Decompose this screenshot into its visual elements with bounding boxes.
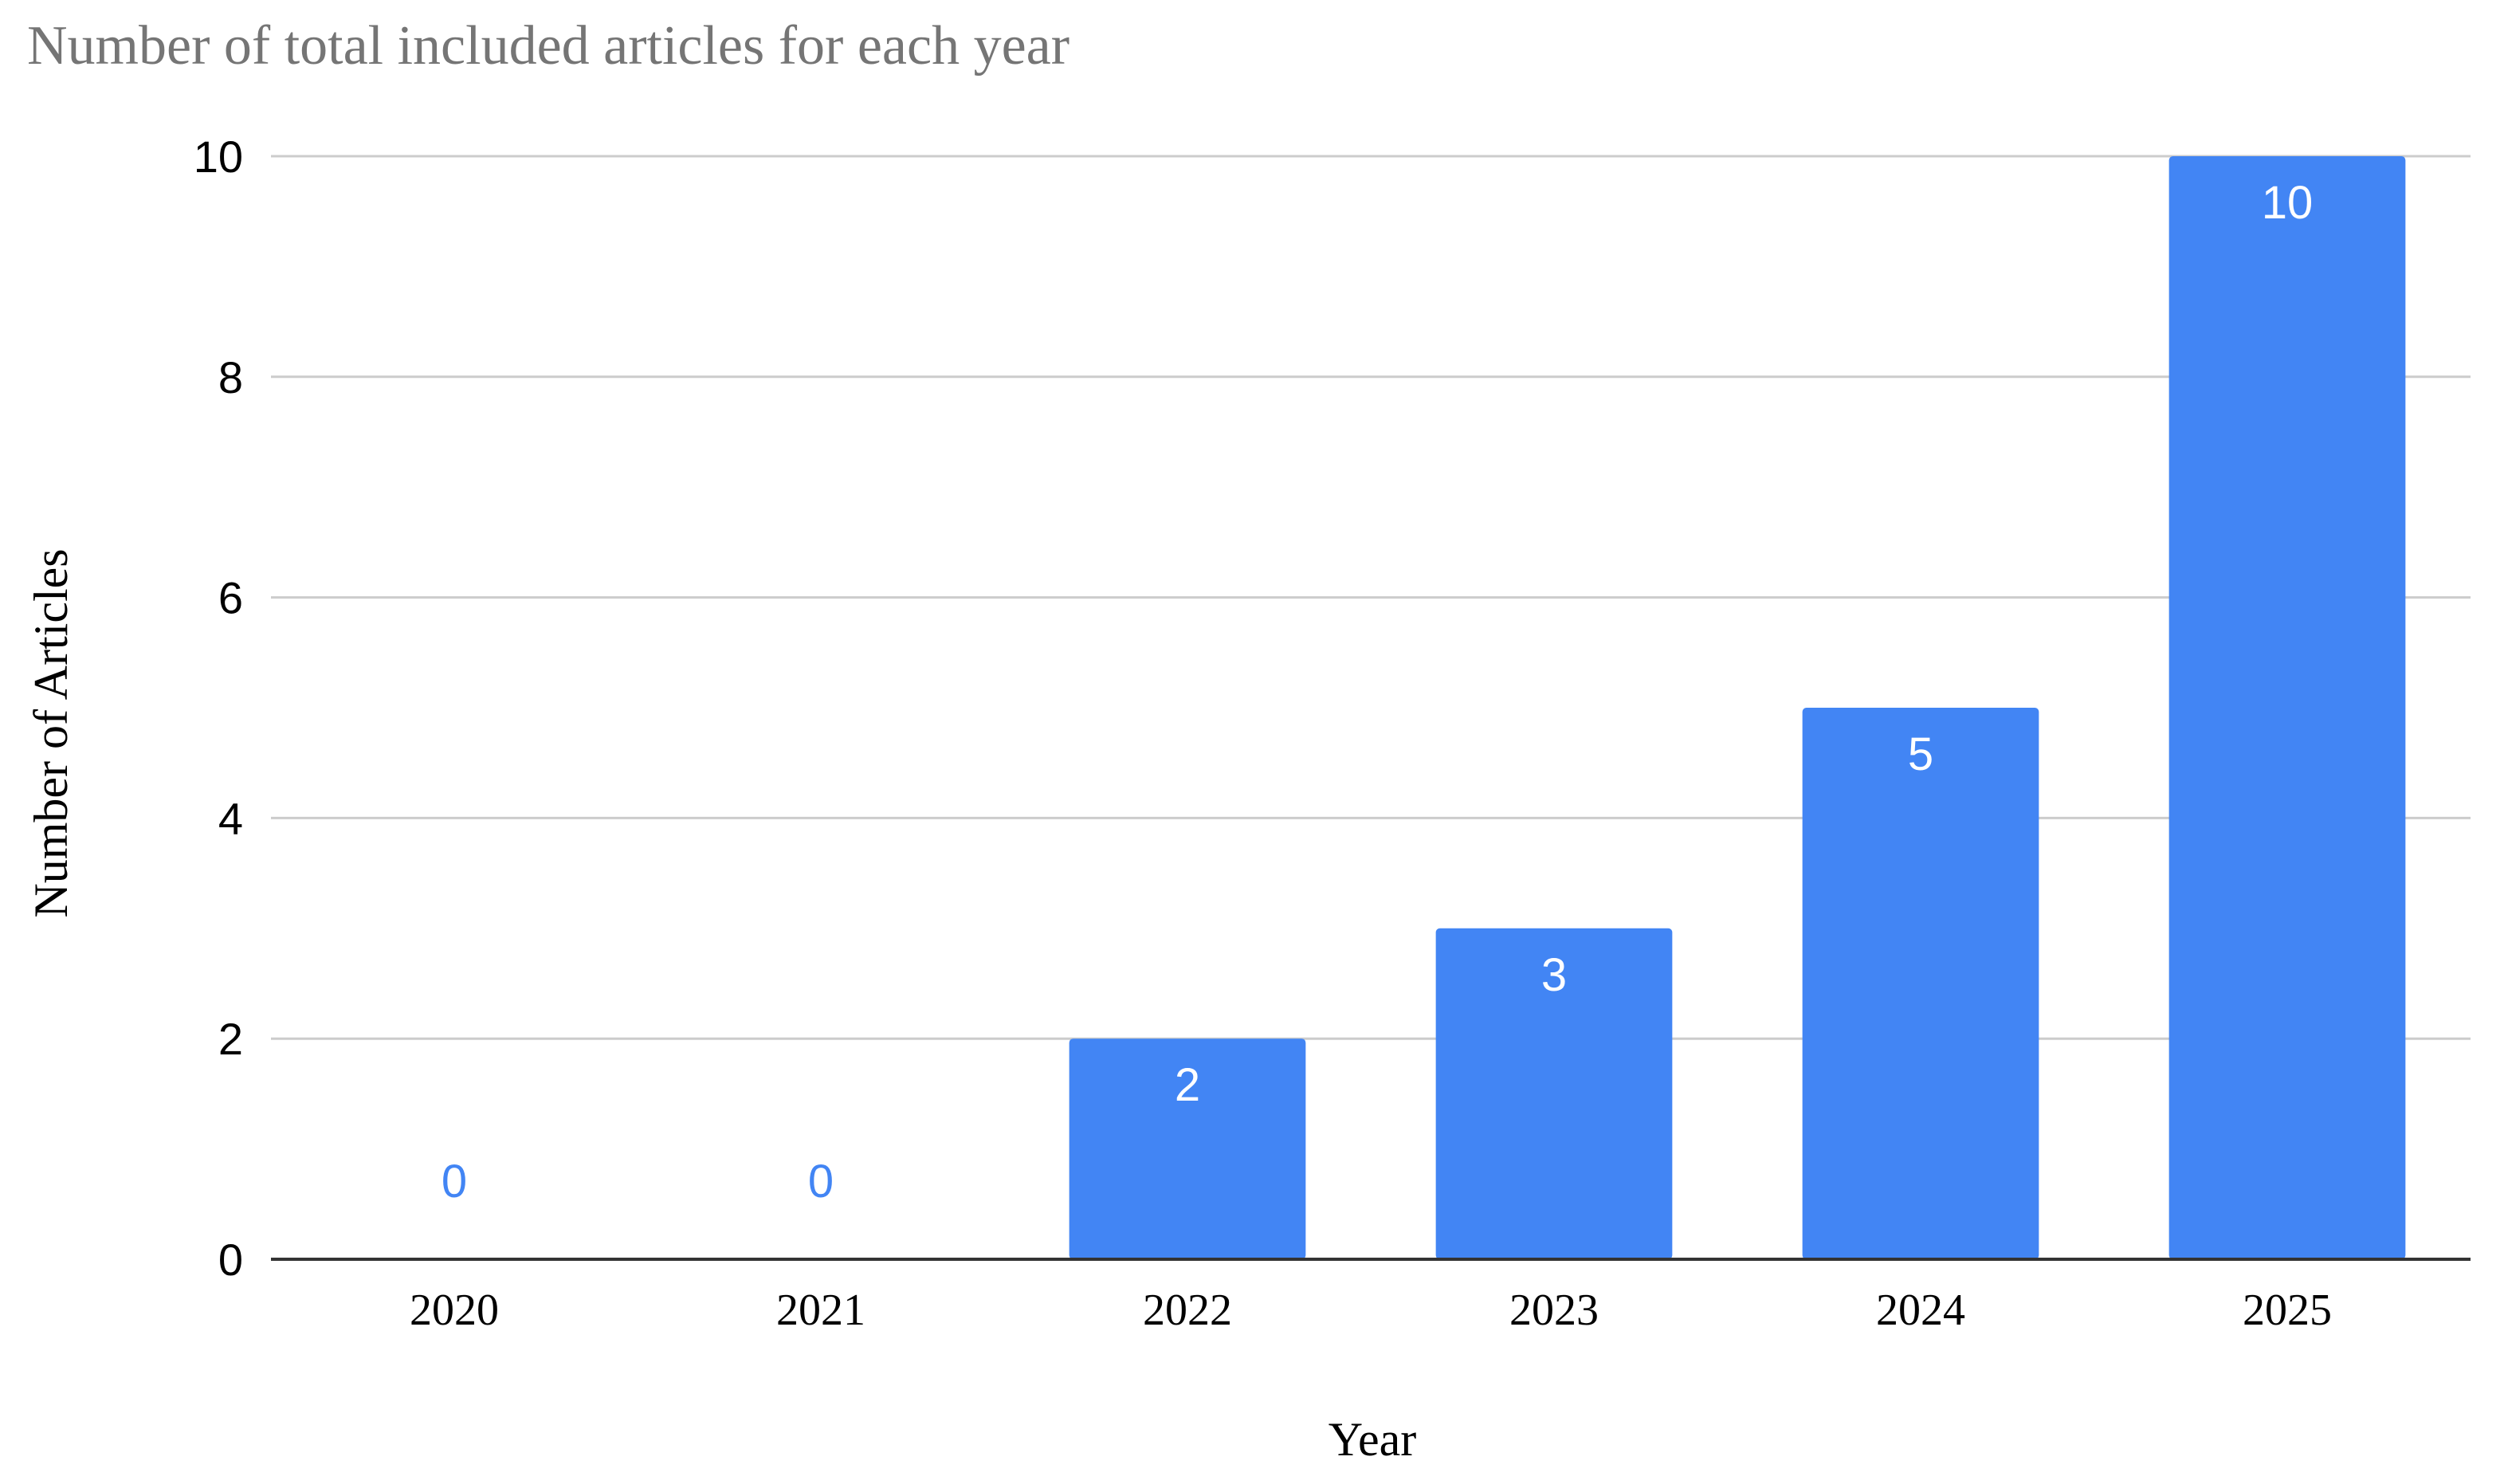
gridlines <box>271 155 2471 1040</box>
bar <box>1802 708 2039 1259</box>
x-tick-label: 2024 <box>1876 1286 1965 1335</box>
y-axis-title: Number of Articles <box>25 548 77 917</box>
x-axis-title: Year <box>1329 1413 1417 1466</box>
y-tick-label: 6 <box>218 573 243 623</box>
data-label: 5 <box>1908 728 1933 780</box>
y-tick-label: 8 <box>218 352 243 402</box>
x-tick-label: 2025 <box>2243 1286 2332 1335</box>
bar <box>1069 1038 1306 1259</box>
y-tick-label: 10 <box>194 132 243 182</box>
bar <box>1435 928 1673 1259</box>
bars <box>1069 156 2406 1259</box>
y-axis-ticks: 0 2 4 6 8 10 <box>194 132 243 1285</box>
bar <box>2168 156 2406 1259</box>
y-tick-label: 0 <box>218 1235 243 1285</box>
data-label: 0 <box>442 1156 467 1207</box>
y-tick-label: 4 <box>218 793 243 843</box>
chart-title: Number of total included articles for ea… <box>27 15 1069 77</box>
x-tick-label: 2022 <box>1143 1286 1232 1335</box>
data-labels: 0 0 2 3 5 10 <box>442 177 2313 1207</box>
y-tick-label: 2 <box>218 1014 243 1064</box>
data-label: 2 <box>1175 1059 1200 1111</box>
data-label: 0 <box>808 1156 834 1207</box>
x-tick-label: 2023 <box>1509 1286 1599 1335</box>
x-tick-label: 2020 <box>410 1286 499 1335</box>
data-label: 10 <box>2262 177 2314 229</box>
x-axis-ticks: 2020 2021 2022 2023 2024 2025 <box>410 1286 2332 1335</box>
x-tick-label: 2021 <box>776 1286 865 1335</box>
data-label: 3 <box>1541 949 1567 1001</box>
